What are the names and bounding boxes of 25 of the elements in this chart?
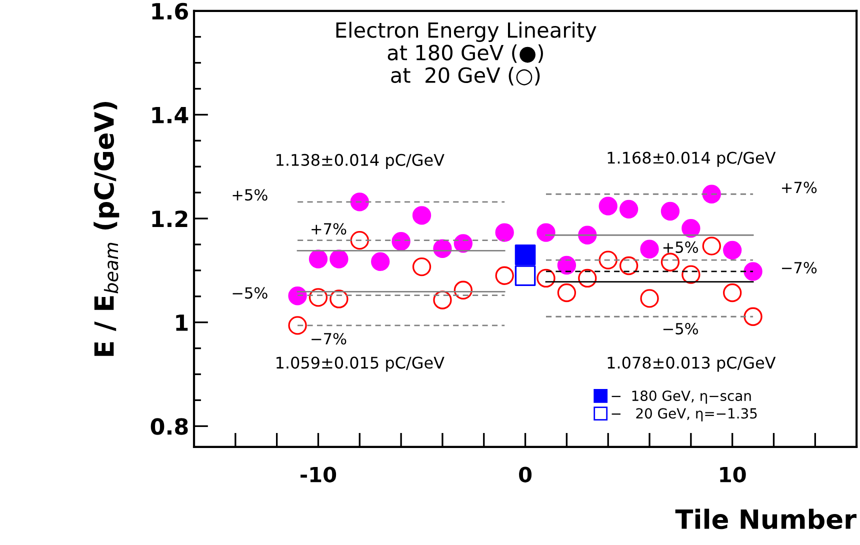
text: Electron Energy Linearity at 180 GeV (●) at 20 GeV (○) [336, 22, 596, 86]
y-tick-label: 1.4 [152, 106, 188, 124]
annotation: 1.168±0.014 pC/GeV [608, 152, 776, 167]
annotation: 1.078±0.013 pC/GeV [608, 356, 776, 372]
annotation: +5% [663, 241, 698, 253]
annotation: +7% [782, 182, 817, 194]
legend-label: − 180 GeV, η−scan [612, 390, 751, 404]
annotation: 1.138±0.014 pC/GeV [276, 154, 444, 170]
y-axis-title: E / E$_{beam}$ (pC/GeV) [94, 102, 120, 356]
y-tick-label: 1.6 [152, 2, 188, 20]
annotation: −7% [312, 332, 346, 345]
x-tick-label: 0 [519, 466, 532, 482]
annotation: −5% [232, 287, 268, 299]
legend-label: − 20 GeV, η=−1.35 [612, 408, 757, 422]
y-tick-label: 1.2 [152, 210, 188, 227]
annotation: +7% [312, 223, 346, 235]
annotation: −5% [663, 322, 698, 334]
x-axis-title: Tile Number [675, 508, 856, 530]
annotation: +5% [232, 189, 268, 201]
x-tick-label: -10 [300, 466, 336, 482]
y-tick-label: 0.8 [150, 418, 188, 435]
annotation: 1.059±0.015 pC/GeV [276, 356, 444, 372]
y-tick-label: 1 [176, 314, 188, 331]
x-tick-label: 10 [720, 466, 746, 482]
annotation: −7% [782, 262, 817, 274]
